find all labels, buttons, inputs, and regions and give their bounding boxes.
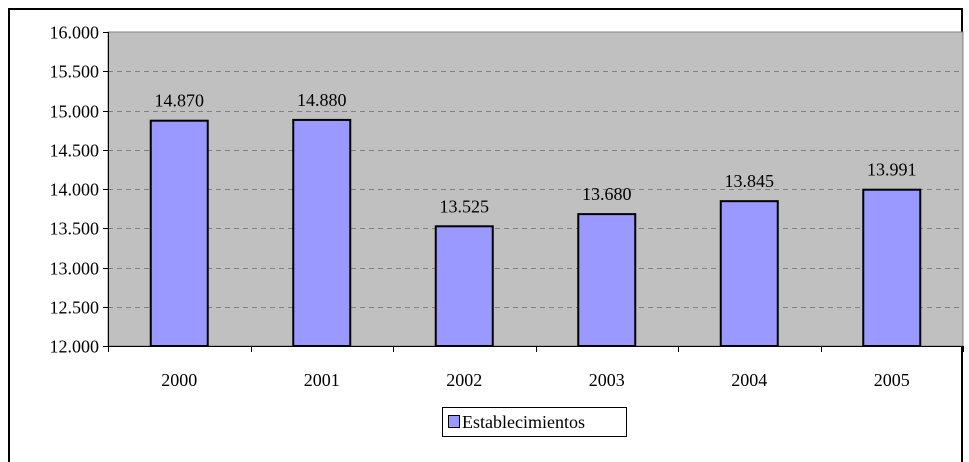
x-tick-label: 2002 bbox=[446, 370, 482, 390]
bar-2001 bbox=[292, 118, 352, 347]
y-tick-label: 16.000 bbox=[50, 23, 100, 43]
y-tick-label: 15.500 bbox=[50, 62, 100, 82]
bar-2002 bbox=[434, 225, 494, 348]
data-label: 13.525 bbox=[440, 196, 490, 216]
gridlines bbox=[108, 71, 963, 308]
data-label: 13.680 bbox=[582, 184, 632, 204]
x-tick-label: 2003 bbox=[589, 370, 625, 390]
bar-2004 bbox=[719, 200, 779, 347]
y-tick-label: 14.500 bbox=[50, 141, 100, 161]
x-tick-label: 2005 bbox=[874, 370, 910, 390]
y-tick-label: 13.500 bbox=[50, 219, 100, 239]
data-labels: 14.870 14.880 13.525 13.680 13.845 13.991 bbox=[155, 90, 917, 216]
legend: Establecimientos bbox=[442, 407, 627, 437]
x-tick-label: 2000 bbox=[161, 370, 197, 390]
y-tick-label: 12.000 bbox=[50, 337, 100, 357]
bar-2003 bbox=[577, 213, 637, 347]
x-tick-label: 2004 bbox=[731, 370, 767, 390]
data-label: 14.880 bbox=[297, 90, 347, 110]
legend-label: Establecimientos bbox=[462, 412, 585, 432]
bar-2000 bbox=[149, 119, 209, 347]
y-tick-label: 12.500 bbox=[50, 298, 100, 318]
legend-swatch bbox=[448, 415, 460, 428]
y-tick-label: 15.000 bbox=[50, 102, 100, 122]
x-axis: 2000 2001 2002 2003 2004 2005 bbox=[108, 346, 964, 390]
x-tick-label: 2001 bbox=[304, 370, 340, 390]
y-tick-label: 14.000 bbox=[50, 180, 100, 200]
y-tick-label: 13.000 bbox=[50, 259, 100, 279]
data-label: 13.991 bbox=[867, 160, 917, 180]
legend-box bbox=[442, 407, 627, 437]
bar-2005 bbox=[862, 188, 922, 347]
y-axis: 12.000 12.500 13.000 13.500 14.000 14.500 15.0… bbox=[50, 23, 109, 357]
data-label: 13.845 bbox=[725, 171, 775, 191]
data-label: 14.870 bbox=[155, 91, 205, 111]
